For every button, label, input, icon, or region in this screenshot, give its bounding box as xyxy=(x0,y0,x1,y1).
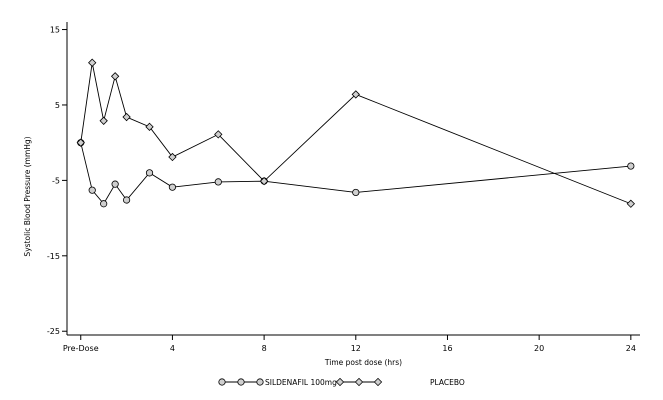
data-point xyxy=(215,179,221,185)
legend-marker xyxy=(355,378,362,385)
x-tick-label: 8 xyxy=(262,344,267,353)
y-tick-label: 15 xyxy=(50,26,60,35)
y-tick-label: -25 xyxy=(47,327,60,336)
legend-label: PLACEBO xyxy=(430,378,465,387)
legend: SILDENAFIL 100mg PLACEBO xyxy=(219,378,465,387)
y-axis-title: Systolic Blood Pressure (mmHg) xyxy=(23,136,32,256)
data-point xyxy=(169,153,176,160)
data-point xyxy=(100,201,106,207)
x-axis-title: Time post dose (hrs) xyxy=(324,358,402,367)
data-point xyxy=(123,197,129,203)
data-point xyxy=(112,181,118,187)
series-layer xyxy=(77,59,634,207)
data-point xyxy=(89,187,95,193)
legend-marker xyxy=(219,379,225,385)
data-point xyxy=(146,123,153,130)
series-1 xyxy=(78,139,634,206)
legend-item: SILDENAFIL 100mg xyxy=(219,378,337,387)
y-tick-label: 5 xyxy=(55,101,60,110)
data-point xyxy=(169,184,175,190)
axes xyxy=(67,22,640,335)
series-2 xyxy=(77,59,634,207)
y-tick-label: -5 xyxy=(52,176,60,185)
data-point xyxy=(100,117,107,124)
data-point xyxy=(123,113,130,120)
legend-marker xyxy=(336,378,343,385)
y-tick-label: -15 xyxy=(47,252,60,261)
data-point xyxy=(353,189,359,195)
data-point xyxy=(146,170,152,176)
legend-item: PLACEBO xyxy=(336,378,464,387)
x-tick-label: 20 xyxy=(534,344,544,353)
legend-marker xyxy=(257,379,263,385)
x-tick-label: 4 xyxy=(170,344,175,353)
x-tick-label: Pre-Dose xyxy=(63,344,99,353)
x-tick-label: 12 xyxy=(351,344,361,353)
y-ticks: 15 5 -5 -15 -25 xyxy=(47,26,67,337)
x-ticks: Pre-Dose 4 8 12 16 20 24 xyxy=(63,335,636,353)
legend-marker xyxy=(374,378,381,385)
legend-label: SILDENAFIL 100mg xyxy=(265,378,337,387)
x-tick-label: 16 xyxy=(442,344,452,353)
x-tick-label: 24 xyxy=(626,344,636,353)
data-point xyxy=(627,200,634,207)
legend-marker xyxy=(238,379,244,385)
data-point xyxy=(112,73,119,80)
data-point xyxy=(89,59,96,66)
data-point xyxy=(628,163,634,169)
series-line xyxy=(81,63,631,204)
